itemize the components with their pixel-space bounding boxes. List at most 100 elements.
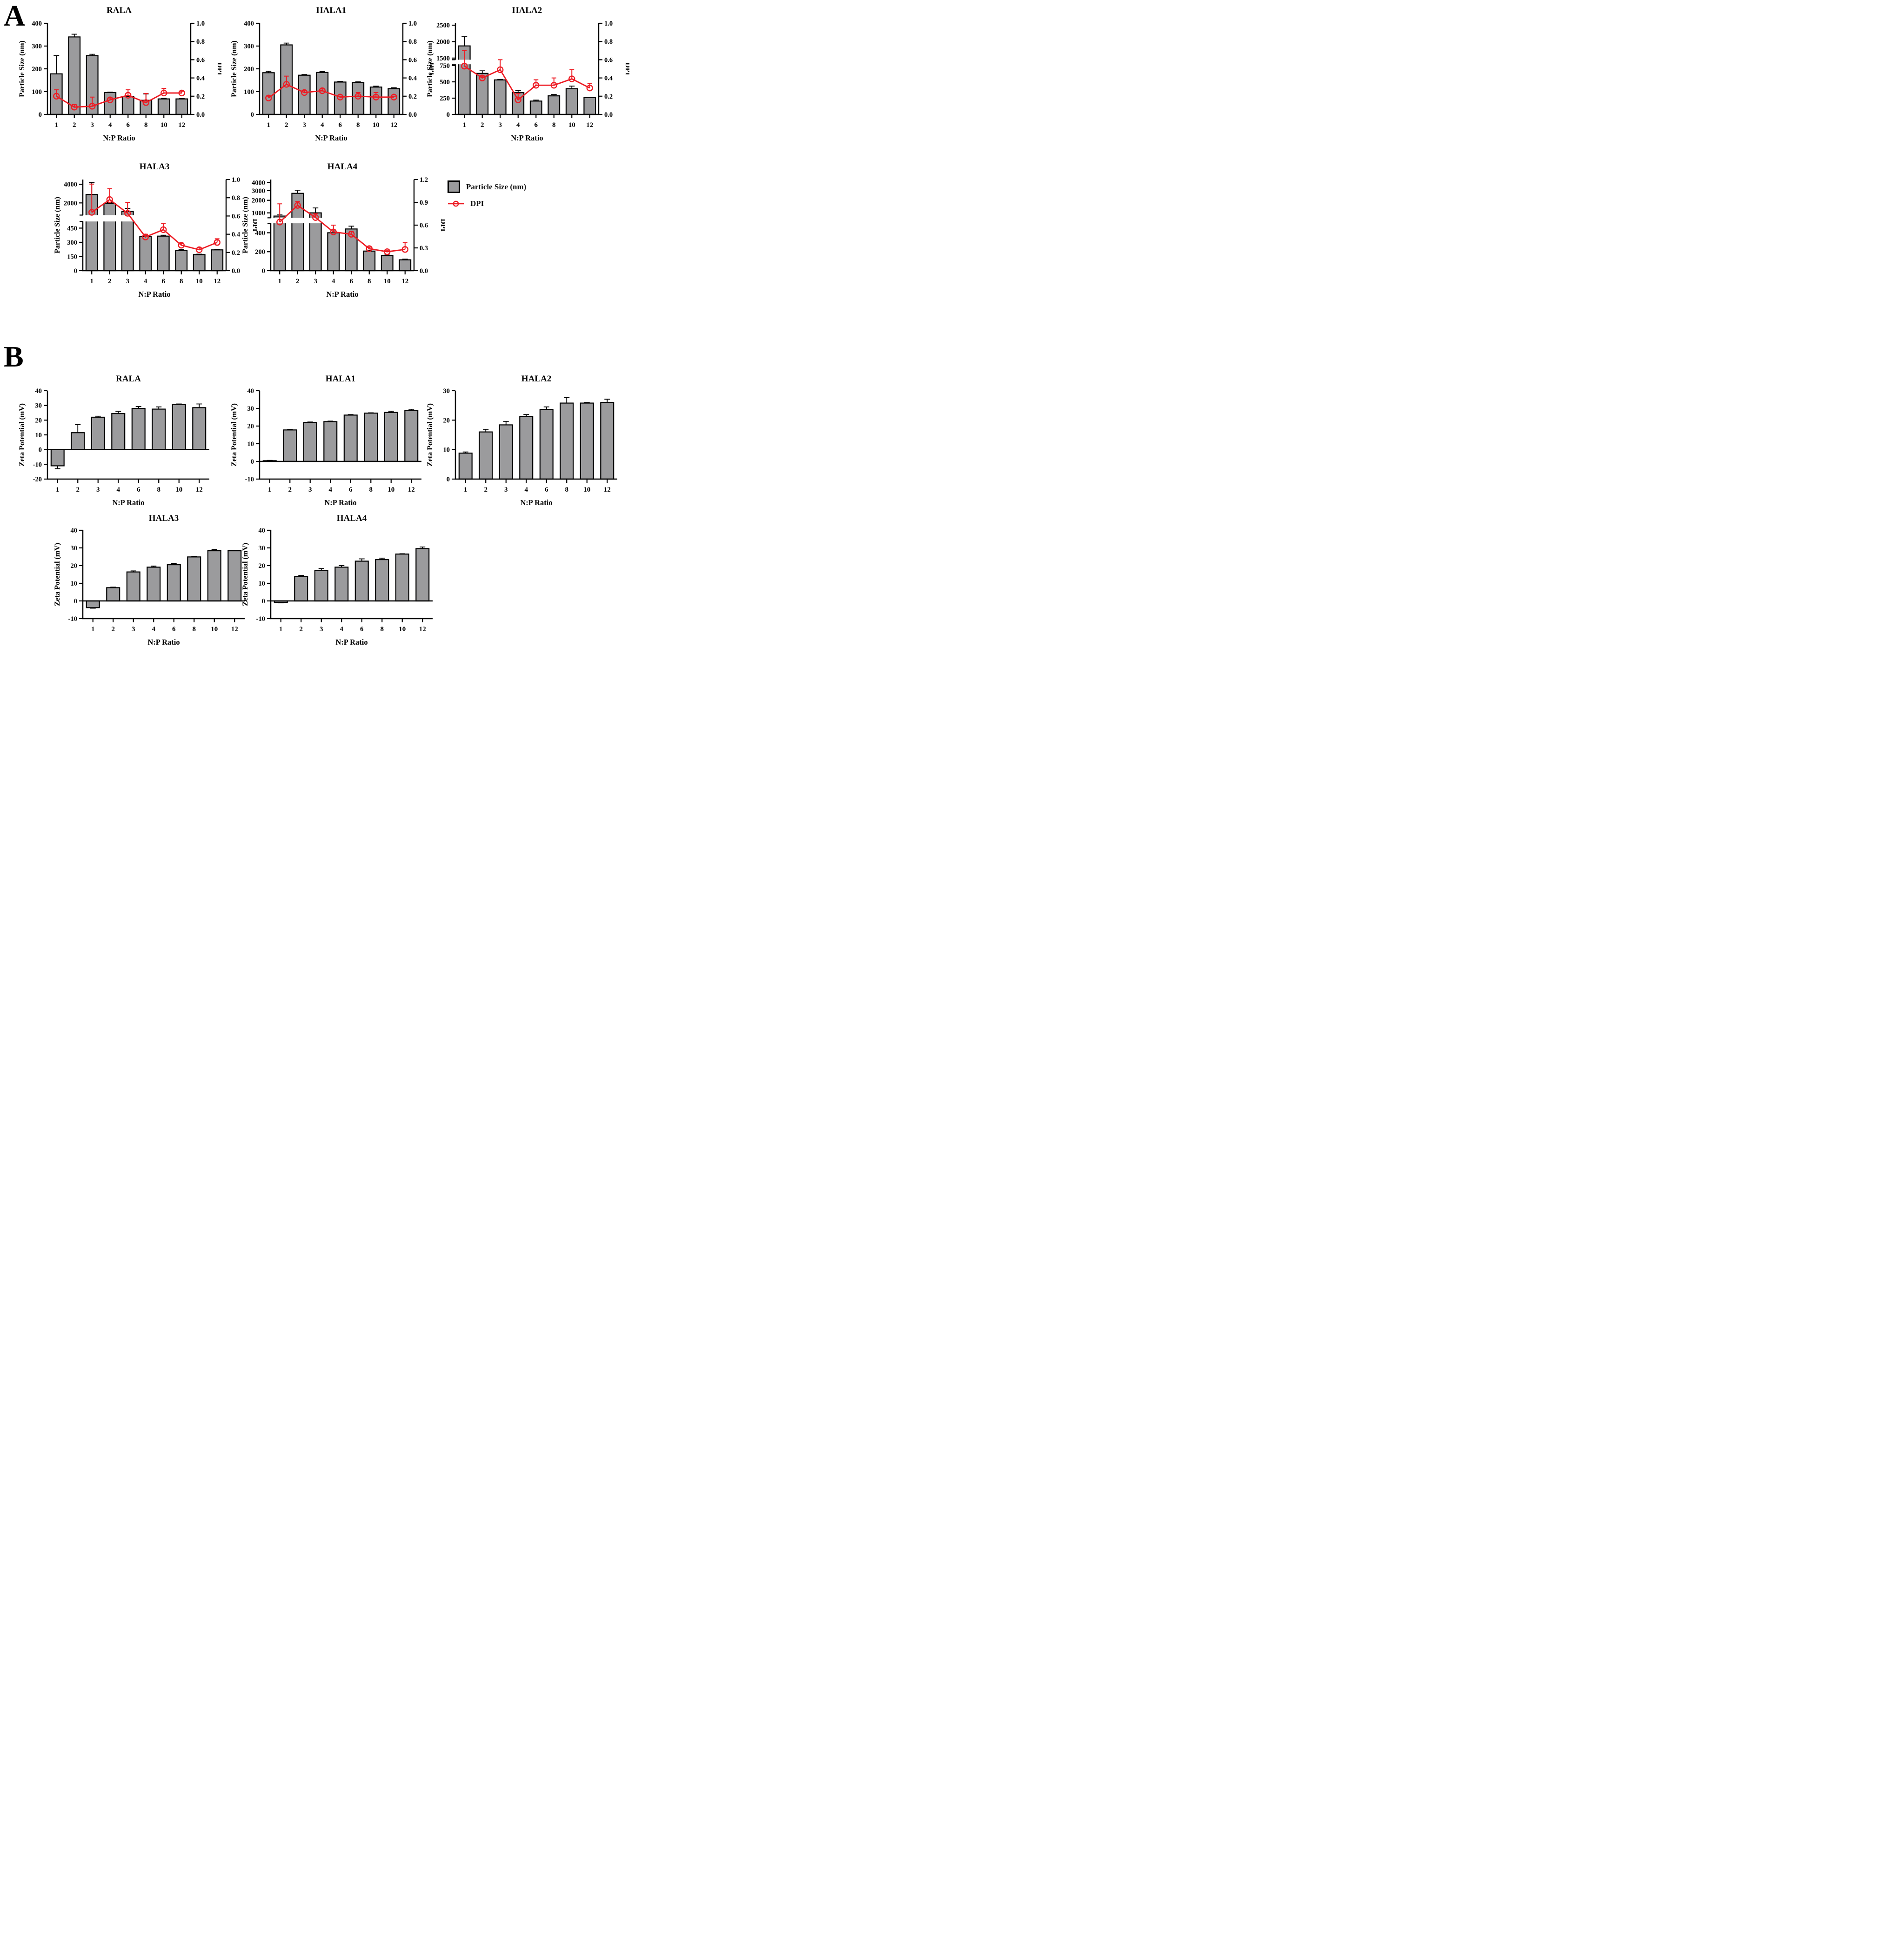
legend-label-particle-size: Particle Size (nm) <box>466 182 527 191</box>
svg-text:10: 10 <box>443 447 450 454</box>
legend-item-dpi: DPI <box>448 199 526 208</box>
dpi-line-icon <box>448 200 464 207</box>
svg-text:12: 12 <box>214 278 221 285</box>
figure-page: A B 0 100 200 300 400 1 2 3 4 6 8 10 12 N:P Ratio Part… <box>0 0 633 660</box>
svg-text:40: 40 <box>35 387 42 395</box>
svg-text:10: 10 <box>399 626 406 633</box>
svg-text:30: 30 <box>71 545 78 552</box>
svg-text:6: 6 <box>127 121 130 129</box>
svg-text:2: 2 <box>300 626 303 633</box>
svg-text:0.4: 0.4 <box>604 75 613 82</box>
svg-text:10: 10 <box>568 121 575 129</box>
svg-text:0.8: 0.8 <box>408 38 417 46</box>
svg-text:10: 10 <box>259 580 266 587</box>
svg-text:6: 6 <box>535 121 538 129</box>
svg-text:2: 2 <box>73 121 76 129</box>
svg-text:0.8: 0.8 <box>232 194 240 202</box>
svg-text:10: 10 <box>175 486 182 493</box>
svg-text:4: 4 <box>525 486 528 493</box>
svg-text:3: 3 <box>91 121 94 129</box>
svg-text:2: 2 <box>76 486 80 493</box>
svg-text:20: 20 <box>443 417 450 424</box>
svg-text:40: 40 <box>71 527 78 534</box>
svg-text:2: 2 <box>481 121 484 129</box>
svg-text:4000: 4000 <box>64 181 77 188</box>
chart-b-hala4: -10 0 10 20 30 40 1 2 3 4 6 8 10 12 N:P Ratio Zeta Pote… <box>240 511 445 656</box>
svg-text:6: 6 <box>339 121 342 129</box>
svg-text:8: 8 <box>368 278 371 285</box>
svg-text:2: 2 <box>112 626 115 633</box>
svg-text:4: 4 <box>152 626 156 633</box>
svg-text:0: 0 <box>447 111 450 119</box>
svg-text:4: 4 <box>340 626 344 633</box>
svg-text:N:P Ratio: N:P Ratio <box>103 133 135 142</box>
svg-text:300: 300 <box>67 239 77 247</box>
svg-text:12: 12 <box>586 121 593 129</box>
svg-text:0.0: 0.0 <box>232 267 240 275</box>
svg-text:2000: 2000 <box>436 39 450 46</box>
svg-text:Zeta Potential (mV): Zeta Potential (mV) <box>241 543 249 606</box>
svg-text:Zeta Potential (mV): Zeta Potential (mV) <box>230 403 238 467</box>
svg-text:4000: 4000 <box>252 179 265 187</box>
svg-text:2500: 2500 <box>436 22 450 29</box>
svg-text:30: 30 <box>35 402 42 410</box>
svg-text:200: 200 <box>255 248 265 256</box>
svg-text:6: 6 <box>360 626 364 633</box>
svg-text:3: 3 <box>96 486 100 493</box>
svg-text:4: 4 <box>144 278 147 285</box>
svg-text:0: 0 <box>39 111 42 119</box>
svg-text:2: 2 <box>484 486 488 493</box>
svg-text:-10: -10 <box>256 615 265 623</box>
svg-text:0: 0 <box>447 476 450 483</box>
svg-text:8: 8 <box>180 278 183 285</box>
svg-text:2: 2 <box>285 121 288 129</box>
svg-text:HALA2: HALA2 <box>521 374 551 384</box>
svg-text:-10: -10 <box>245 476 254 483</box>
chart-b-hala1: -10 0 10 20 30 40 1 2 3 4 6 8 10 12 N:P Ratio Zeta Pote… <box>229 371 434 517</box>
svg-text:0.6: 0.6 <box>196 56 205 64</box>
panel-b-label: B <box>4 340 24 373</box>
svg-text:0.4: 0.4 <box>232 231 240 239</box>
svg-text:0.6: 0.6 <box>232 213 240 220</box>
chart-a-rala: 0 100 200 300 400 1 2 3 4 6 8 10 12 N:P Ratio Particle… <box>17 3 224 160</box>
svg-text:4: 4 <box>516 121 520 129</box>
svg-text:3: 3 <box>504 486 508 493</box>
svg-text:2: 2 <box>108 278 112 285</box>
svg-text:3: 3 <box>303 121 307 129</box>
svg-text:20: 20 <box>71 562 78 570</box>
svg-text:3: 3 <box>132 626 135 633</box>
svg-text:30: 30 <box>443 387 450 395</box>
svg-text:0: 0 <box>74 267 77 275</box>
svg-text:N:P Ratio: N:P Ratio <box>112 498 144 507</box>
svg-text:N:P Ratio: N:P Ratio <box>520 498 552 507</box>
svg-text:0.2: 0.2 <box>232 249 240 257</box>
svg-text:6: 6 <box>172 626 176 633</box>
svg-text:8: 8 <box>381 626 384 633</box>
svg-text:Zeta Potential (mV): Zeta Potential (mV) <box>18 403 26 467</box>
svg-text:400: 400 <box>32 20 42 27</box>
svg-text:0.3: 0.3 <box>420 245 428 252</box>
svg-text:300: 300 <box>244 43 254 50</box>
svg-text:3: 3 <box>126 278 130 285</box>
svg-text:6: 6 <box>350 278 354 285</box>
svg-text:1000: 1000 <box>252 210 265 217</box>
svg-text:12: 12 <box>604 486 611 493</box>
svg-text:1: 1 <box>464 486 468 493</box>
svg-text:200: 200 <box>244 66 254 73</box>
legend: Particle Size (nm) DPI <box>448 180 526 208</box>
legend-label-dpi: DPI <box>470 199 484 208</box>
svg-text:N:P Ratio: N:P Ratio <box>138 290 170 299</box>
svg-text:1.0: 1.0 <box>408 20 417 27</box>
svg-text:DPI: DPI <box>439 219 445 232</box>
svg-text:Particle Size (nm): Particle Size (nm) <box>18 40 26 97</box>
svg-text:200: 200 <box>32 66 42 73</box>
svg-text:4: 4 <box>321 121 324 129</box>
svg-text:8: 8 <box>193 626 196 633</box>
svg-text:1.2: 1.2 <box>420 176 428 184</box>
